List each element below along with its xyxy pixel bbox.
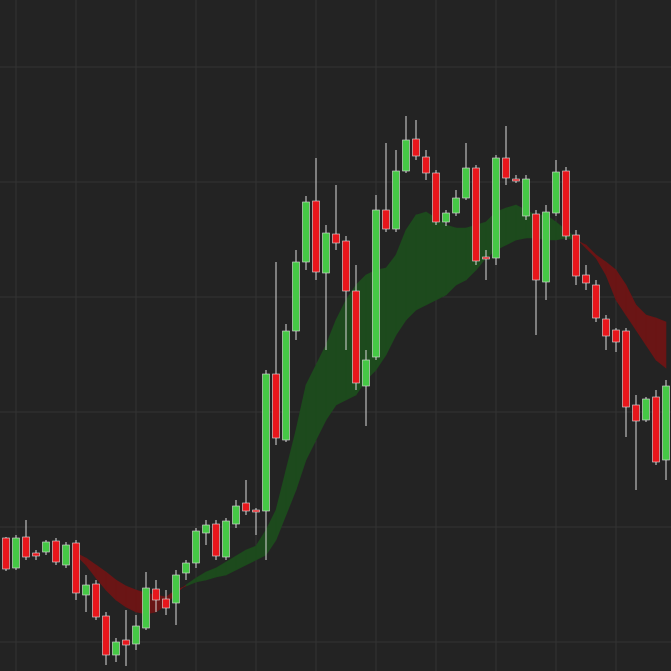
candle-body [622,330,630,408]
candle-body [552,171,560,214]
candle-body [662,385,670,461]
candle-body [102,615,110,656]
cloud [505,204,517,246]
candle-body [482,256,490,260]
candle-body [2,537,10,570]
candle-body [172,574,180,604]
candle-body [612,329,620,343]
candle-body [512,178,520,182]
candle-body [192,530,200,564]
candle-body [392,170,400,230]
candle-body [122,639,130,646]
candle-body [222,520,230,558]
candle-body [412,138,420,157]
candle-body [42,541,50,553]
candle-body [432,172,440,223]
candle-body [342,240,350,292]
cloud [415,211,427,311]
candle-body [312,200,320,273]
candle-body [492,157,500,259]
candle-body [282,330,290,441]
candle-body [302,201,310,263]
candle-body [542,211,550,283]
candle-body [202,524,210,534]
candle-body [292,261,300,332]
candle-body [582,274,590,284]
candle-body [602,318,610,337]
candle-body [92,583,100,618]
candle-body [82,584,90,596]
candle-body [382,209,390,230]
candle-body [142,587,150,629]
candle-body [352,290,360,384]
candle-body [182,562,190,574]
candle-body [272,373,280,439]
candle-body [242,502,250,512]
candle-body [112,641,120,656]
cloud [455,227,467,286]
candle-body [532,213,540,281]
candle-body [422,156,430,174]
candle-body [162,598,170,609]
candle-body [522,178,530,217]
cloud [435,217,447,301]
candle-body [152,588,160,601]
candle-body [12,537,20,569]
candle-body [332,233,340,244]
candle-body [572,234,580,277]
candle-body [132,625,140,645]
candle-body [262,373,270,512]
candle-body [652,396,660,463]
candle-body [72,542,80,594]
candle-body [252,509,260,513]
candle-body [372,209,380,358]
candle-body [32,552,40,557]
candle-body [502,157,510,179]
cloud [655,317,667,369]
cloud [445,224,457,296]
candle-body [472,167,480,262]
candle-body [52,540,60,563]
candle-body [232,505,240,525]
cloud [405,214,417,321]
cloud [425,211,437,306]
candle-body [462,167,470,199]
candle-body [642,398,650,421]
candle-body [402,139,410,172]
candle-body [22,536,30,558]
candle-body [322,232,330,274]
candle-body [362,359,370,387]
candle-body [632,404,640,422]
candle-body [452,197,460,214]
candle-body [212,523,220,557]
candle-body [442,212,450,223]
candle-body [562,170,570,237]
candle-body [592,284,600,319]
candle-body [62,544,70,566]
